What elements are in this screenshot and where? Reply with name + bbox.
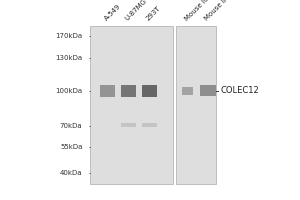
Bar <box>142 123 157 127</box>
Bar <box>90 26 172 184</box>
Text: 100kDa: 100kDa <box>56 88 82 94</box>
Text: 170kDa: 170kDa <box>56 33 82 39</box>
Text: 40kDa: 40kDa <box>60 170 82 176</box>
Text: 130kDa: 130kDa <box>56 55 82 61</box>
Bar <box>121 123 136 127</box>
Bar <box>100 85 115 97</box>
Text: Mouse lung: Mouse lung <box>183 0 216 22</box>
Text: 70kDa: 70kDa <box>60 123 82 129</box>
Text: 55kDa: 55kDa <box>60 144 82 150</box>
Bar <box>182 87 193 95</box>
Bar <box>200 85 216 96</box>
Text: Mouse liver: Mouse liver <box>204 0 236 22</box>
Text: A-549: A-549 <box>103 3 122 22</box>
Bar <box>142 85 157 97</box>
Text: 293T: 293T <box>145 5 162 22</box>
Bar <box>121 85 136 97</box>
Text: U-87MG: U-87MG <box>124 0 148 22</box>
Bar <box>176 26 216 184</box>
Text: COLEC12: COLEC12 <box>220 86 259 95</box>
